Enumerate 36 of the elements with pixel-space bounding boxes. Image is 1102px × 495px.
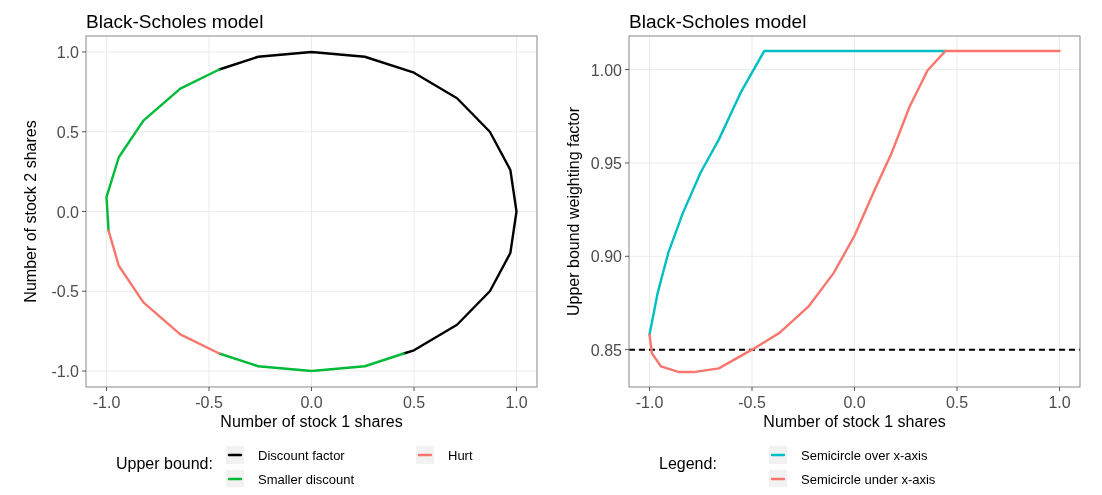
x-tick-label: -0.5 [195, 394, 223, 411]
y-tick-label: 0.95 [590, 154, 623, 172]
y-axis-title: Upper bound weighting factor [565, 106, 582, 317]
x-tick-label: 0.0 [843, 394, 866, 411]
x-tick-label: 0.5 [945, 394, 969, 411]
legend-label: Hurt [448, 448, 473, 463]
y-tick-label: 0.0 [56, 203, 80, 221]
y-tick-label: -0.5 [51, 283, 80, 301]
y-tick-label: 1.0 [56, 43, 80, 61]
x-tick-label: 0.0 [300, 394, 323, 411]
x-tick-label: -1.0 [635, 394, 664, 411]
line-series [107, 229, 221, 355]
x-tick-label: -0.5 [738, 394, 766, 411]
y-tick-label: -1.0 [51, 363, 80, 381]
y-tick-label: 0.90 [590, 248, 623, 266]
line-series [648, 49, 947, 336]
y-axis-title: Number of stock 2 shares [22, 120, 39, 303]
legend-label: Smaller discount [258, 472, 355, 487]
legend-title: Legend: [659, 455, 717, 472]
x-axis-title: Number of stock 1 shares [763, 413, 946, 430]
y-tick-label: 0.5 [56, 123, 80, 141]
x-tick-label: 1.0 [1048, 394, 1071, 411]
y-tick-label: 0.85 [590, 341, 623, 359]
x-tick-label: 0.5 [402, 394, 426, 411]
legend-label: Semicircle over x-axis [801, 448, 928, 463]
legend-label: Semicircle under x-axis [801, 472, 936, 487]
legend-label: Discount factor [258, 448, 346, 463]
x-tick-label: 1.0 [505, 394, 528, 411]
y-tick-label: 1.00 [590, 61, 623, 79]
x-tick-label: -1.0 [92, 394, 121, 411]
line-series [218, 50, 518, 355]
chart-title: Black-Scholes model [86, 11, 264, 32]
legend-title: Upper bound: [116, 455, 213, 472]
chart-title: Black-Scholes model [629, 11, 807, 32]
x-axis-title: Number of stock 1 shares [220, 413, 403, 430]
line-series [648, 49, 1061, 374]
